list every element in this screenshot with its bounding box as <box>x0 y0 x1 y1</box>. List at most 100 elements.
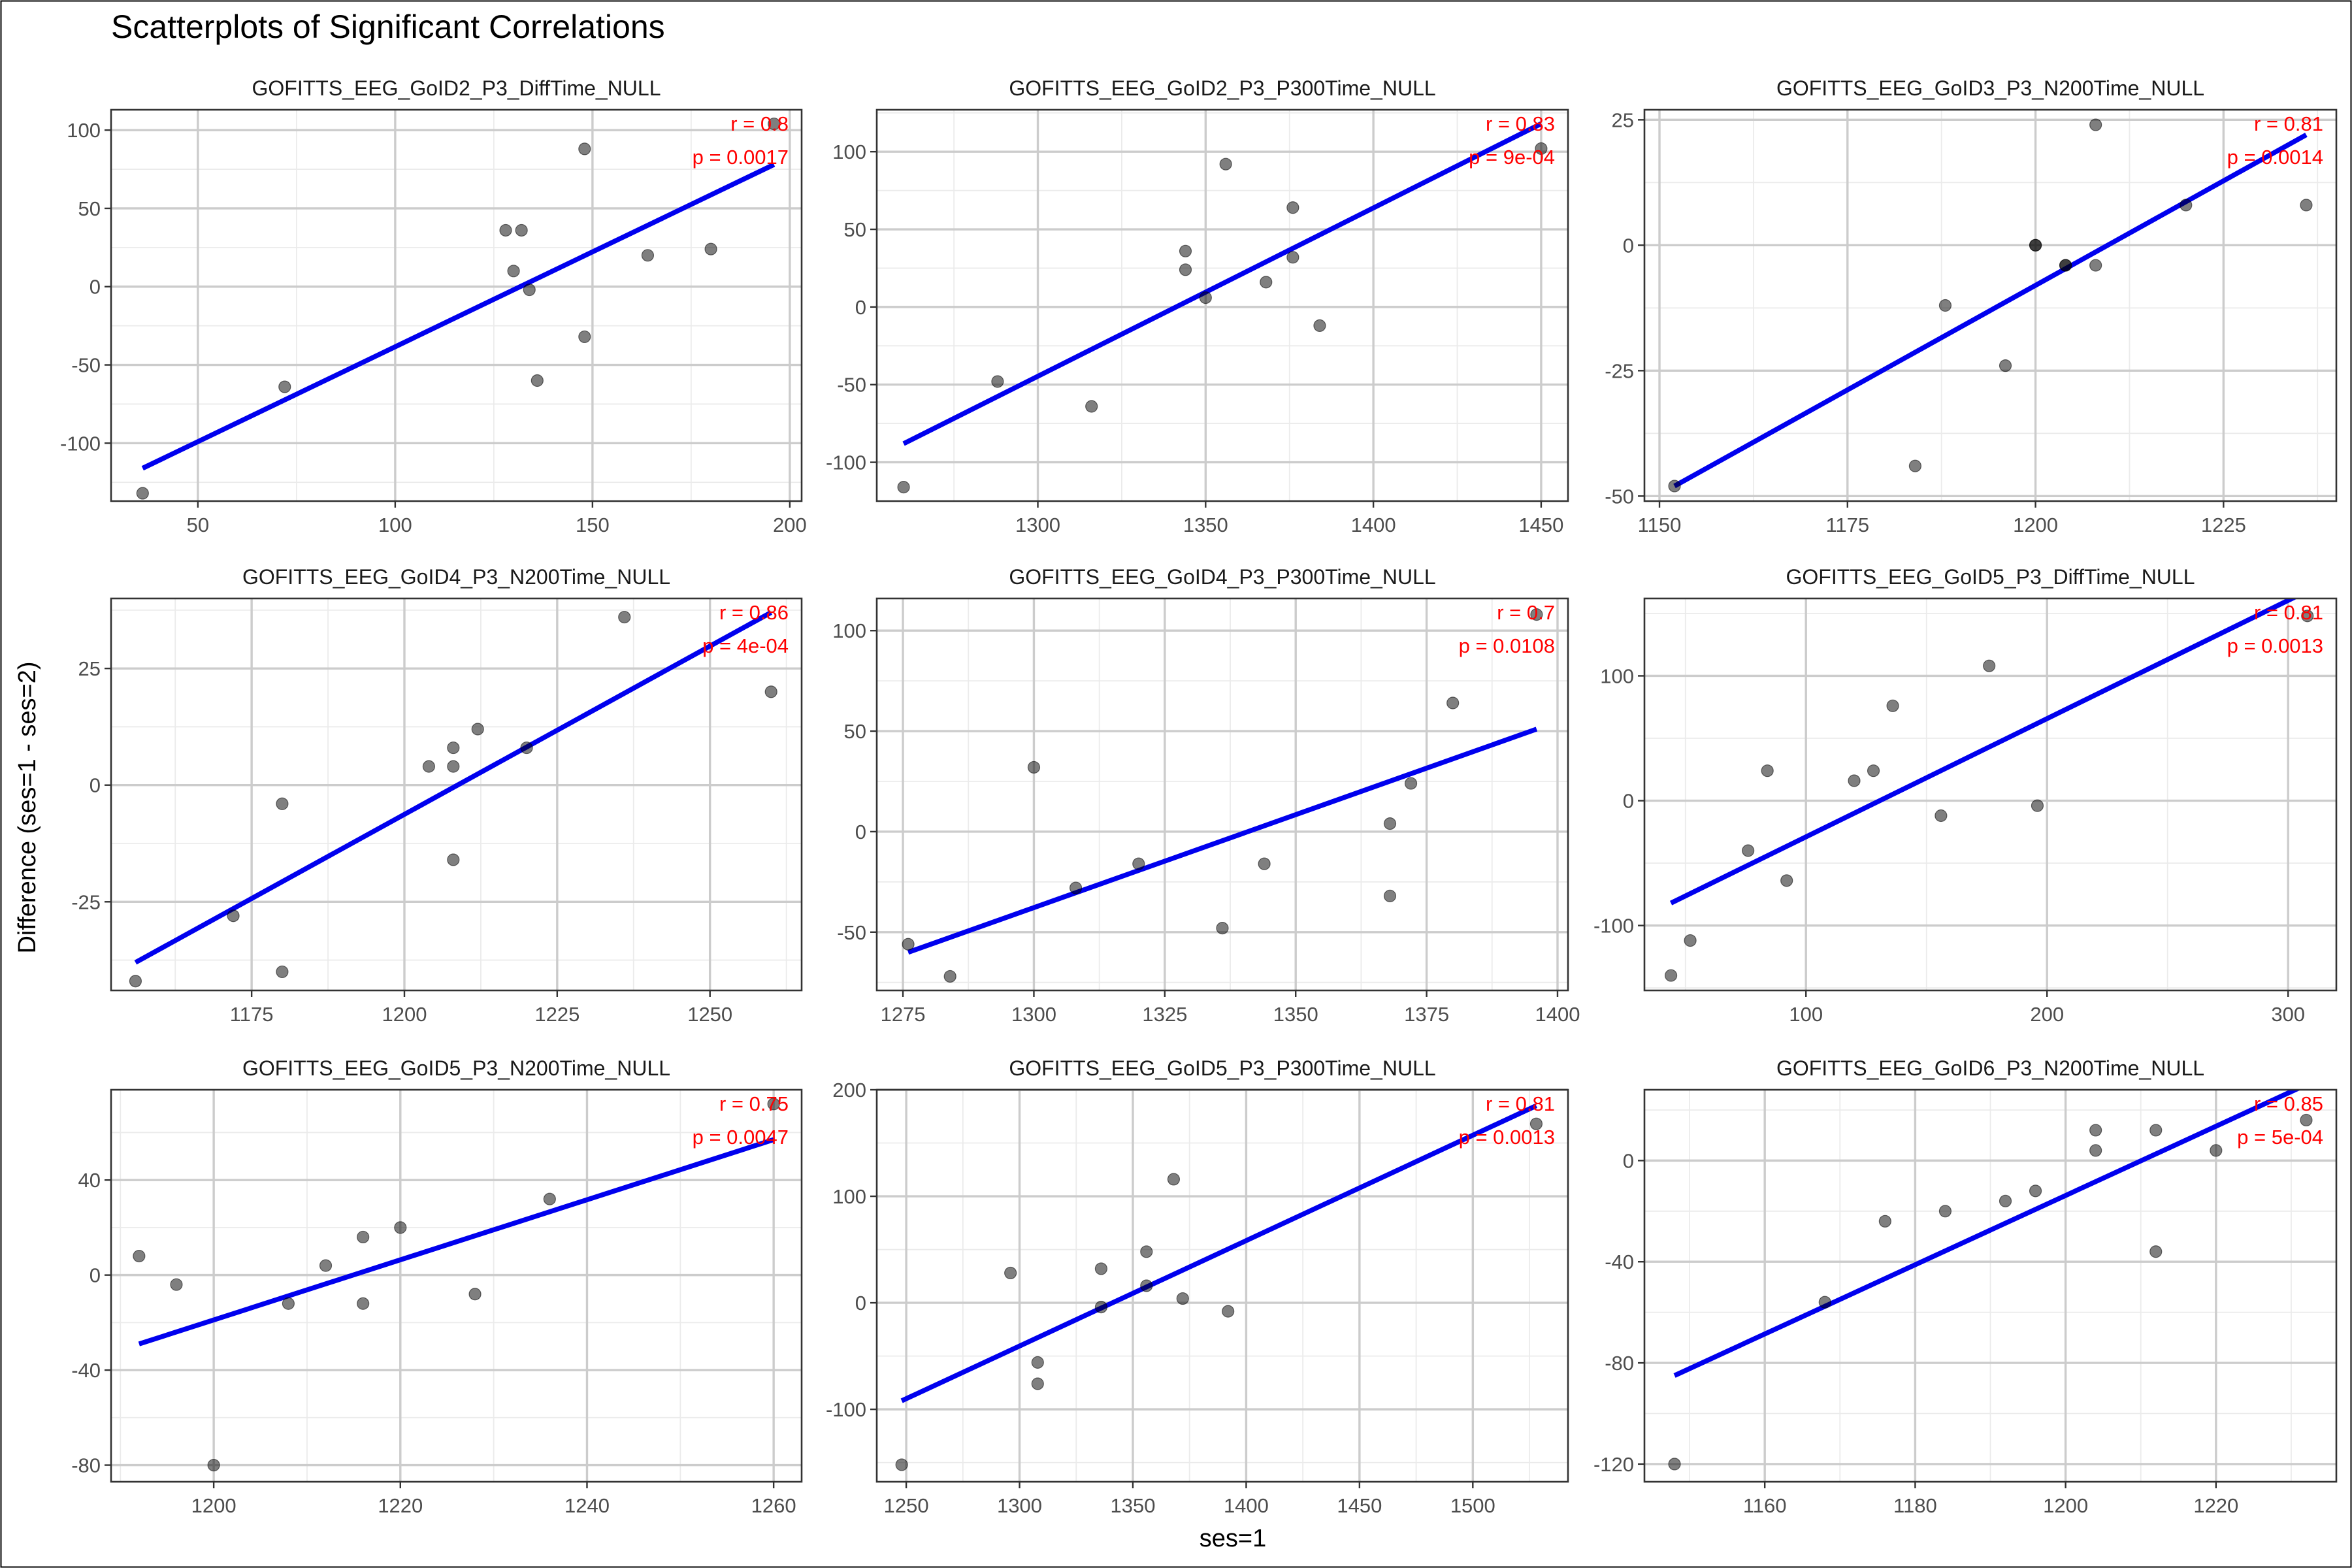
data-point <box>1179 244 1192 257</box>
data-point <box>447 741 460 755</box>
panel-border <box>875 108 1569 502</box>
data-point <box>129 975 142 988</box>
data-point <box>1167 1173 1181 1186</box>
y-tick-label: 0 <box>855 296 866 319</box>
data-point <box>136 487 149 500</box>
fit-line <box>141 162 776 471</box>
data-point <box>641 249 655 262</box>
data-point <box>1886 699 1899 712</box>
y-tick-label: -25 <box>1605 359 1634 382</box>
scatter-panel-4: r = 0.86 p = 4e-04 GOFITTS_EEG_GoID4_P3_N2… <box>71 565 803 1026</box>
data-point <box>227 909 240 923</box>
data-point <box>991 375 1004 388</box>
x-tick-label: 1350 <box>1273 1003 1318 1026</box>
y-tick-label: 0 <box>1623 1149 1634 1172</box>
data-point <box>447 853 460 866</box>
y-tick-label: 50 <box>844 720 866 743</box>
r-annotation: r = 0.81 <box>1486 1092 1555 1115</box>
data-point <box>764 685 777 698</box>
fit-line <box>138 1137 775 1347</box>
data-point <box>1742 844 1755 857</box>
r-annotation: r = 0.85 <box>2254 1092 2323 1115</box>
data-point <box>1938 1205 1952 1218</box>
data-point <box>319 1259 333 1272</box>
y-tick-label: -100 <box>826 1398 866 1421</box>
data-point <box>1286 201 1299 214</box>
data-point <box>1179 263 1192 276</box>
x-tick-label: 1220 <box>378 1494 423 1517</box>
x-tick-label: 1200 <box>191 1494 237 1517</box>
x-tick-label: 50 <box>187 514 209 536</box>
data-point <box>1199 291 1212 304</box>
x-tick-label: 1300 <box>997 1494 1042 1517</box>
x-tick-label: 1375 <box>1404 1003 1449 1026</box>
y-tick-label: -25 <box>71 890 101 913</box>
y-tick-label: 0 <box>855 821 866 843</box>
x-tick-label: 1225 <box>2201 514 2246 536</box>
x-tick-label: 200 <box>2030 1003 2064 1026</box>
scatter-panel-1: r = 0.8 p = 0.0017 GOFITTS_EEG_GoID2_P3_Di… <box>60 76 807 536</box>
x-tick-label: 1200 <box>2013 514 2058 536</box>
y-tick-label: 40 <box>78 1169 101 1192</box>
data-point <box>1983 659 1996 672</box>
data-point <box>468 1288 482 1301</box>
data-point <box>2300 199 2313 212</box>
panel-title: GOFITTS_EEG_GoID4_P3_P300Time_NULL <box>1009 565 1435 589</box>
data-point <box>2180 199 2193 212</box>
data-point <box>1258 857 1271 870</box>
panel-title: GOFITTS_EEG_GoID2_P3_DiffTime_NULL <box>252 76 661 100</box>
data-point <box>1383 817 1397 830</box>
p-annotation: p = 0.0017 <box>693 146 789 169</box>
data-point <box>902 938 915 951</box>
y-tick-label: -40 <box>71 1359 101 1382</box>
x-tick-label: 1500 <box>1450 1494 1495 1517</box>
data-point <box>2149 1124 2163 1137</box>
y-tick-label: -80 <box>71 1454 101 1477</box>
data-point <box>278 380 291 393</box>
x-tick-label: 1275 <box>881 1003 926 1026</box>
y-tick-label: -100 <box>60 432 101 455</box>
y-tick-label: -120 <box>1593 1453 1634 1476</box>
x-tick-label: 1450 <box>1518 514 1563 536</box>
data-point <box>2089 1124 2102 1137</box>
r-annotation: r = 0.75 <box>719 1092 789 1115</box>
data-point <box>1878 1215 1891 1228</box>
p-annotation: p = 0.0014 <box>2227 146 2323 169</box>
x-tick-label: 1260 <box>751 1494 796 1517</box>
data-point <box>1313 319 1326 333</box>
data-point <box>276 797 289 810</box>
data-point <box>1176 1292 1189 1305</box>
data-point <box>767 1098 780 1111</box>
p-annotation: p = 4e-04 <box>702 634 789 657</box>
x-tick-label: 1350 <box>1110 1494 1155 1517</box>
r-annotation: r = 0.86 <box>719 601 789 624</box>
data-point <box>1222 1305 1235 1318</box>
data-point <box>1684 934 1697 947</box>
panel-border <box>875 1088 1569 1483</box>
fit-line <box>1669 598 2298 906</box>
data-point <box>499 223 512 237</box>
data-point <box>1069 881 1083 894</box>
data-point <box>2029 1184 2042 1198</box>
x-tick-label: 100 <box>1789 1003 1823 1026</box>
data-point <box>1530 608 1543 621</box>
y-tick-label: 100 <box>832 1185 866 1208</box>
data-point <box>531 374 544 387</box>
y-tick-label: 0 <box>90 774 101 797</box>
y-tick-label: 25 <box>78 657 101 680</box>
data-point <box>1094 1262 1108 1275</box>
y-tick-label: 200 <box>832 1079 866 1102</box>
panel-border <box>110 1088 803 1483</box>
x-tick-label: 1300 <box>1015 514 1060 536</box>
data-point <box>2210 1144 2223 1157</box>
scatter-panel-9: r = 0.85 p = 5e-04 GOFITTS_EEG_GoID6_P3_N2… <box>1593 1056 2338 1517</box>
data-point <box>1935 809 1948 823</box>
panel-title: GOFITTS_EEG_GoID5_P3_N200Time_NULL <box>242 1056 670 1080</box>
data-point <box>897 481 910 494</box>
panel-border <box>875 597 1569 992</box>
x-tick-label: 1220 <box>2193 1494 2238 1517</box>
data-point <box>1999 1194 2012 1207</box>
data-point <box>2149 1245 2163 1258</box>
y-tick-label: -50 <box>837 374 866 397</box>
data-point <box>2031 799 2044 812</box>
